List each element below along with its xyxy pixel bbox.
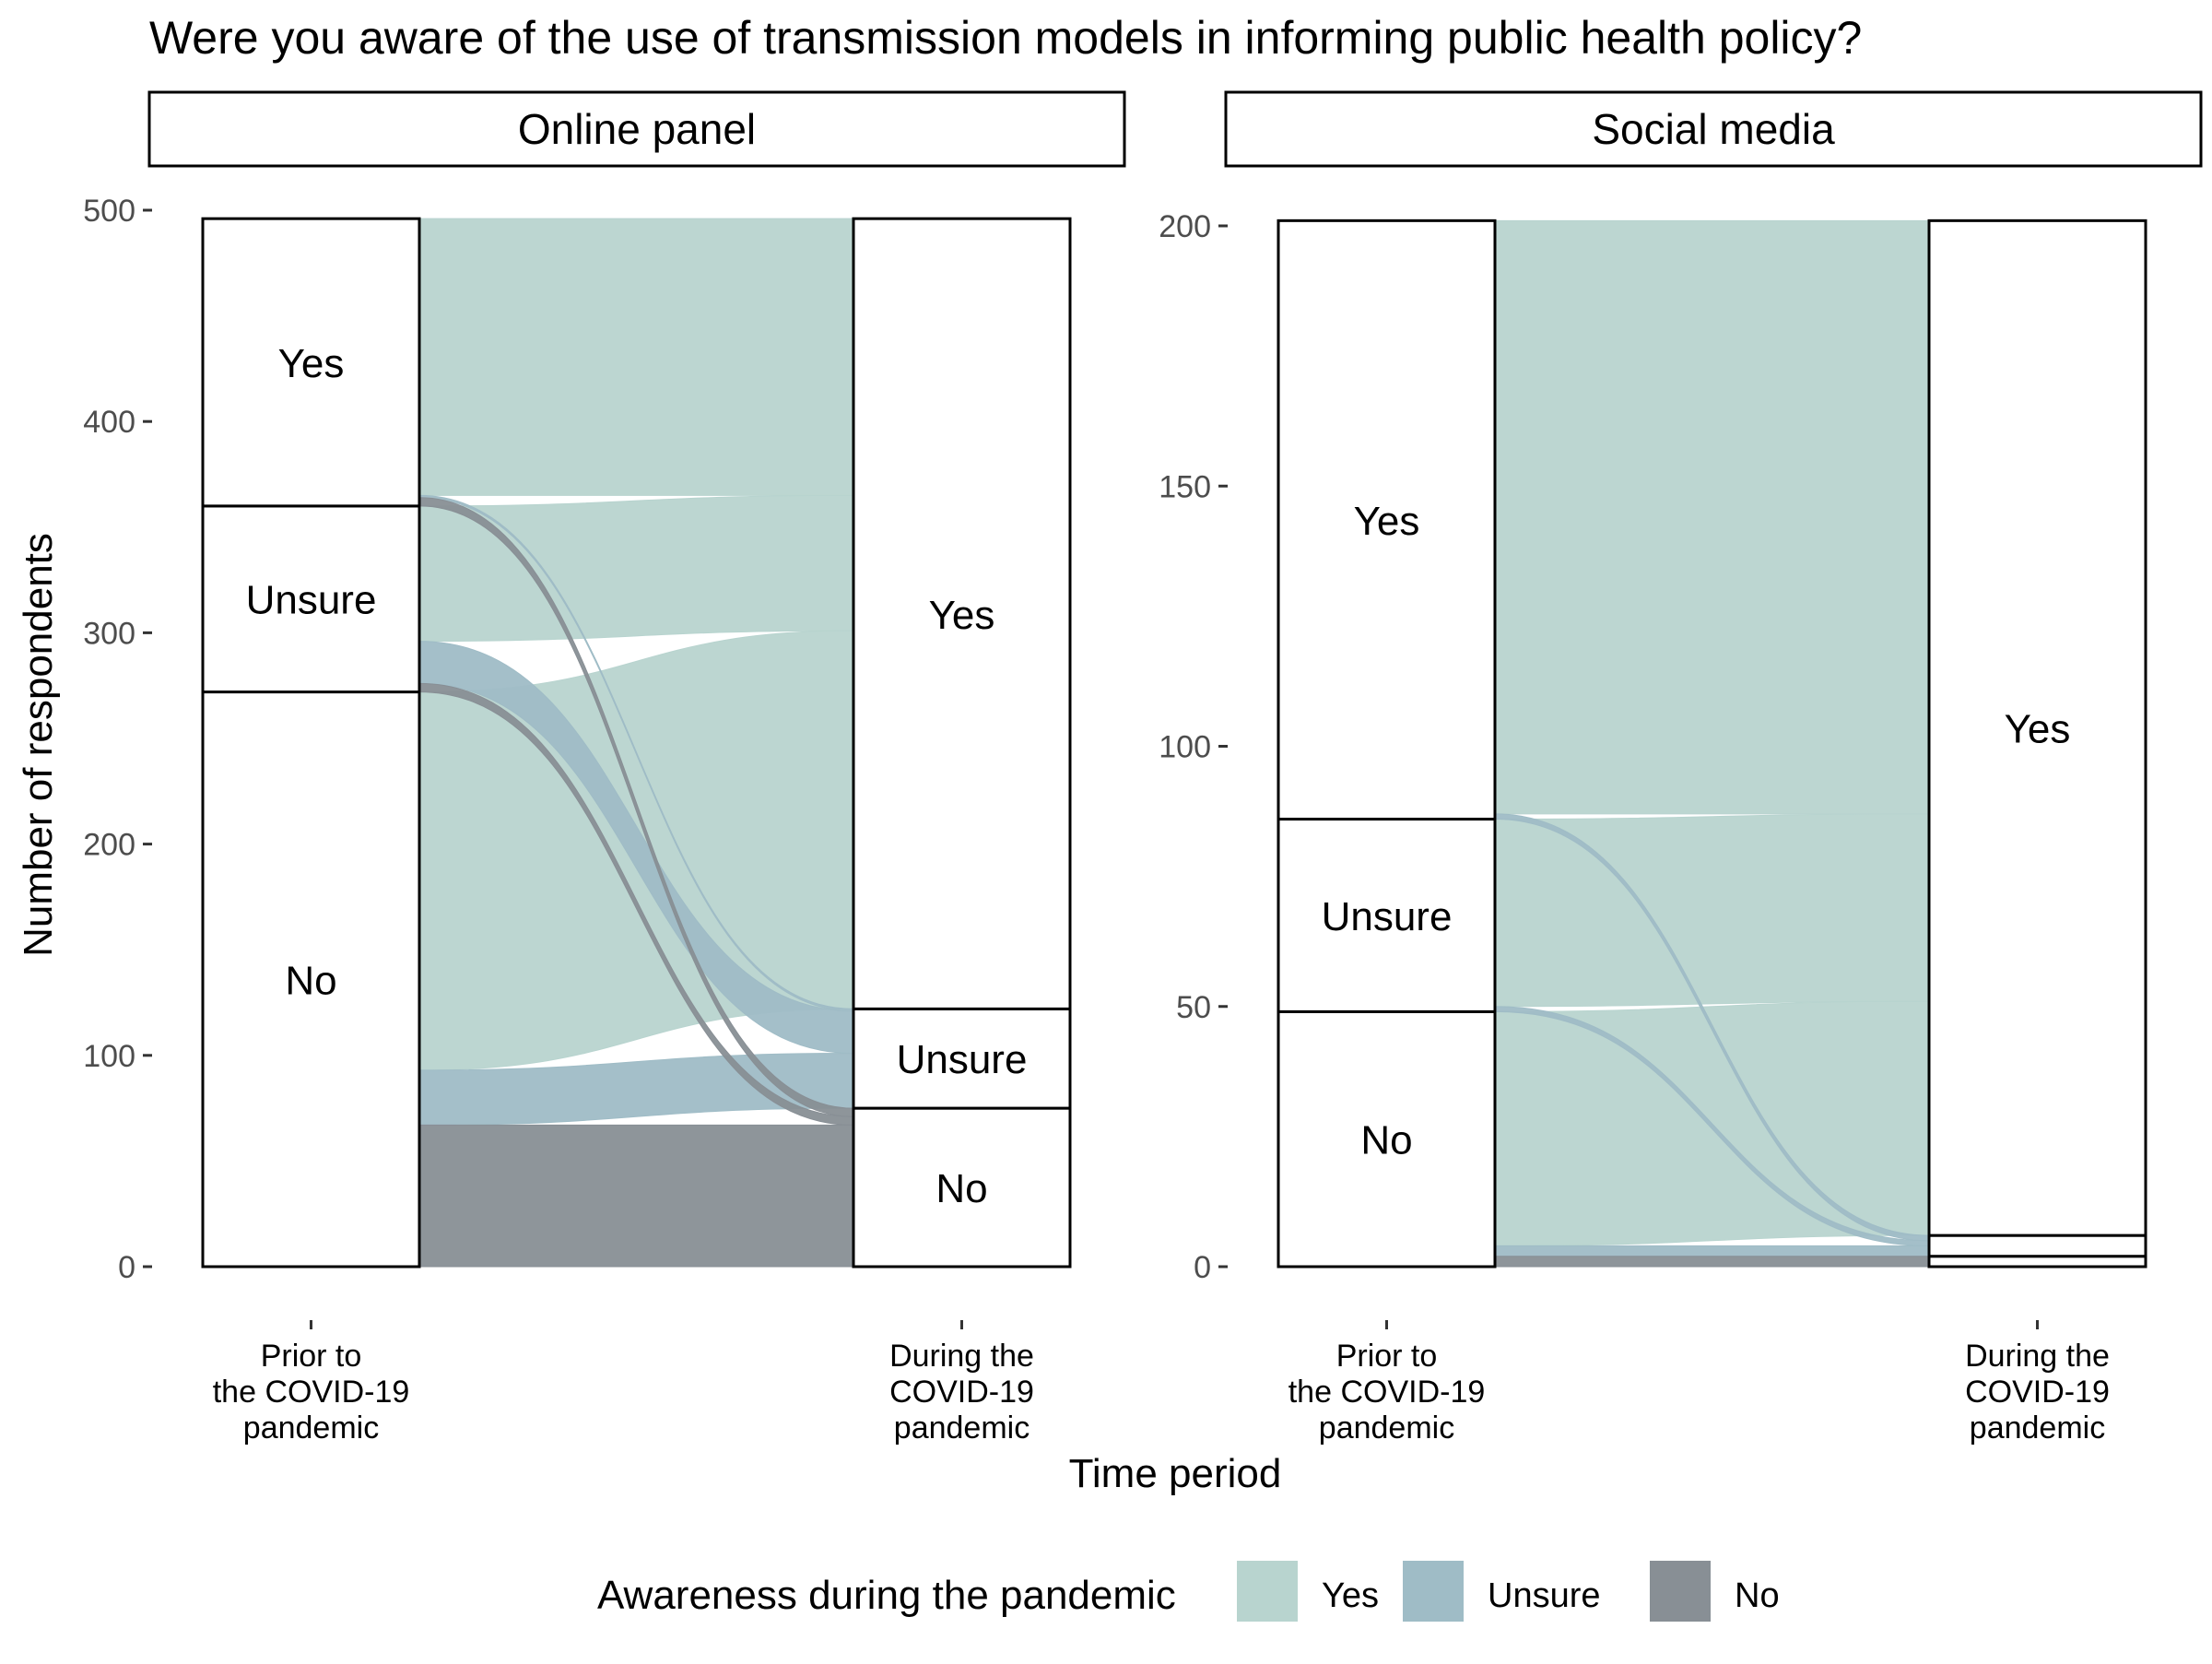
stratum-label: Unsure	[897, 1037, 1028, 1082]
flow-yes-to-yes	[1494, 219, 1930, 815]
y-axis-title: Number of respondents	[16, 533, 61, 957]
y-tick-label: 0	[118, 1250, 135, 1285]
panel-social: Social media 0 50 100 150 200 No Unsure Yes Yes Pr…	[1159, 90, 2203, 1446]
y-tick-label: 500	[83, 194, 135, 229]
flow-yes-to-yes	[418, 218, 854, 496]
strata-prior: No Unsure Yes	[1277, 218, 1497, 1269]
stratum-unsure	[1277, 818, 1497, 1013]
stratum-yes	[1927, 218, 2147, 1237]
stratum-label: Yes	[929, 593, 995, 638]
stratum-no	[1277, 1009, 1497, 1269]
x-tick-label: the COVID-19	[1288, 1375, 1486, 1410]
flow-no-to-no	[418, 1124, 854, 1268]
legend-key-unsure	[1403, 1561, 1464, 1622]
y-tick-label: 100	[83, 1039, 135, 1074]
strata-during: No Unsure Yes	[852, 217, 1072, 1269]
strata-during: Yes	[1927, 218, 2147, 1269]
y-tick-label: 200	[83, 828, 135, 863]
legend: Awareness during the pandemic Yes Unsure N…	[597, 1561, 1780, 1622]
x-axis-title: Time period	[1069, 1451, 1282, 1496]
legend-label: Unsure	[1488, 1576, 1601, 1615]
x-tick-label: Prior to	[261, 1339, 362, 1374]
flow-unsure-to-yes	[1494, 813, 1930, 1008]
strata-prior: No Unsure Yes	[201, 217, 421, 1269]
stratum-no	[201, 690, 421, 1269]
stratum-label: Unsure	[1322, 894, 1453, 939]
legend-items: Yes Unsure No	[1237, 1561, 1780, 1622]
stratum-label: Yes	[2005, 707, 2071, 752]
y-tick-label: 50	[1176, 990, 1211, 1025]
flows	[418, 218, 854, 1268]
stratum-unsure	[852, 1007, 1072, 1110]
stratum-unsure	[1927, 1233, 2147, 1258]
stratum-label: Yes	[1354, 499, 1420, 544]
x-tick-label: pandemic	[1970, 1410, 2105, 1446]
stratum-yes	[1277, 218, 1497, 821]
flow-no-to-no	[1494, 1256, 1930, 1268]
stratum-label: Unsure	[246, 578, 377, 623]
x-tick-label: COVID-19	[889, 1375, 1034, 1410]
flows	[1494, 219, 1930, 1268]
stratum-yes	[201, 217, 421, 508]
stratum-unsure	[201, 504, 421, 694]
y-tick-label: 200	[1159, 209, 1211, 244]
flow-unsure-to-yes	[418, 494, 854, 643]
legend-label: No	[1735, 1576, 1780, 1615]
facet-strip	[1224, 90, 2203, 168]
legend-key-no	[1650, 1561, 1711, 1622]
x-tick-label: COVID-19	[1965, 1375, 2110, 1410]
panels-layer: Online panel0100200300400500NoUnsureYesN…	[83, 90, 2203, 1446]
y-tick-label: 300	[83, 616, 135, 651]
stratum-label: No	[285, 958, 336, 1003]
x-tick-label: the COVID-19	[213, 1375, 410, 1410]
panel-online: Online panel0100200300400500NoUnsureYesN…	[83, 90, 1126, 1446]
x-tick-label: During the	[889, 1339, 1034, 1374]
y-tick-label: 150	[1159, 469, 1211, 504]
facet-strip-label: Online panel	[518, 105, 756, 153]
y-tick-label: 0	[1194, 1250, 1211, 1285]
chart-title: Were you aware of the use of transmissio…	[149, 12, 1862, 64]
stratum-label: No	[1360, 1118, 1412, 1163]
flow-no-to-unsure	[1494, 1245, 1930, 1257]
facet-strip-label: Social media	[1592, 105, 1835, 153]
stratum-label: No	[935, 1166, 987, 1211]
x-tick-label: pandemic	[894, 1410, 1030, 1446]
x-tick-label: pandemic	[1319, 1410, 1454, 1446]
stratum-yes	[852, 217, 1072, 1010]
legend-label: Yes	[1322, 1576, 1379, 1615]
facet-strip	[147, 90, 1126, 168]
x-tick-label: pandemic	[243, 1410, 379, 1446]
y-tick-label: 400	[83, 405, 135, 440]
stratum-no	[1927, 1255, 2147, 1269]
y-tick-label: 100	[1159, 730, 1211, 765]
legend-title: Awareness during the pandemic	[597, 1573, 1176, 1618]
stratum-label: Yes	[278, 341, 345, 386]
x-tick-label: Prior to	[1336, 1339, 1438, 1374]
legend-key-yes	[1237, 1561, 1298, 1622]
x-tick-label: During the	[1965, 1339, 2110, 1374]
